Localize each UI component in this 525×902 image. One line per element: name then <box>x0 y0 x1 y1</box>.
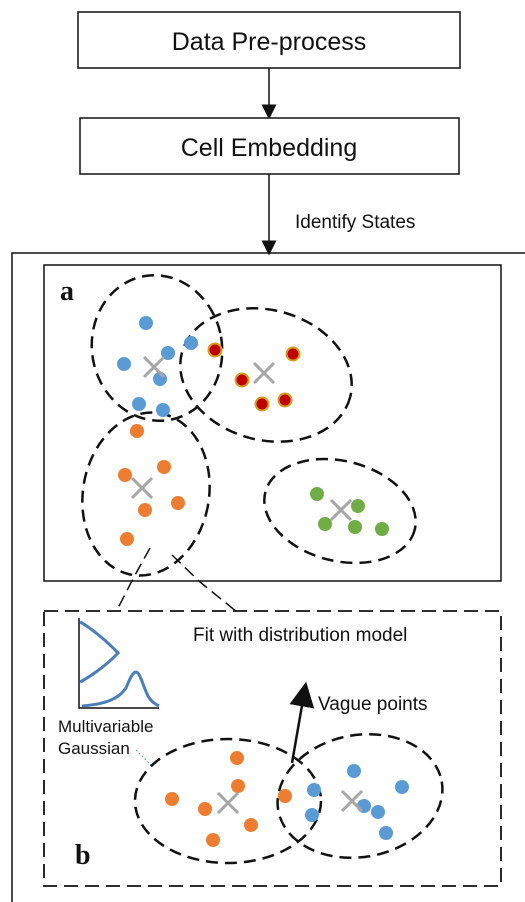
point-red <box>207 342 223 358</box>
centroid-orange <box>130 476 154 500</box>
centroid-blue <box>142 355 166 379</box>
gaussian-leader-line <box>135 749 153 767</box>
vague-points-arrow <box>289 681 315 764</box>
point-green <box>375 522 389 536</box>
cluster-orange-points <box>118 424 185 546</box>
point-red <box>277 392 293 408</box>
cluster-b-blue-ellipse <box>276 732 444 860</box>
cluster-b-orange-ellipse <box>133 737 323 865</box>
point-red <box>254 396 270 412</box>
centroid-b-orange <box>216 791 240 815</box>
cluster-green-ellipse <box>263 457 417 565</box>
panel-b-letter: b <box>75 840 91 871</box>
point-orange-vague <box>278 789 292 803</box>
gaussian-curve-icon <box>78 618 160 709</box>
point-green <box>348 520 362 534</box>
point-blue <box>347 764 361 778</box>
cluster-blue-ellipse <box>90 273 224 423</box>
point-green <box>310 487 324 501</box>
centroid-red <box>252 361 276 385</box>
cluster-b-orange-points <box>165 751 292 847</box>
point-green <box>351 499 365 513</box>
point-blue <box>156 403 170 417</box>
point-orange <box>244 818 258 832</box>
point-orange <box>230 751 244 765</box>
cluster-red-ellipse <box>179 307 353 443</box>
point-orange <box>165 792 179 806</box>
fit-distribution-label: Fit with distribution model <box>193 625 407 646</box>
point-blue <box>132 397 146 411</box>
point-blue <box>395 780 409 794</box>
panel-a-frame <box>43 264 502 582</box>
cluster-red-points <box>207 342 301 412</box>
step-cell-embedding-label: Cell Embedding <box>181 134 358 162</box>
point-blue-vague <box>307 783 321 797</box>
zoom-connector-right <box>171 554 238 613</box>
point-red <box>285 346 301 362</box>
point-orange <box>198 802 212 816</box>
identify-states-label: Identify States <box>295 212 415 233</box>
point-blue <box>161 346 175 360</box>
panel-b-frame <box>43 610 502 887</box>
point-orange <box>171 496 185 510</box>
gaussian-label-line2: Gaussian <box>58 739 130 758</box>
point-blue <box>371 805 385 819</box>
centroid-b-blue <box>340 789 364 813</box>
point-blue <box>139 316 153 330</box>
point-orange <box>157 460 171 474</box>
point-orange <box>130 424 144 438</box>
point-orange <box>206 833 220 847</box>
gaussian-label-line1: Multivariable <box>58 717 153 736</box>
point-green <box>318 517 332 531</box>
cluster-green-points <box>310 487 389 536</box>
point-orange <box>138 503 152 517</box>
vague-points-label: Vague points <box>318 694 428 715</box>
step-data-preprocess-label: Data Pre-process <box>172 28 367 56</box>
centroid-green <box>329 498 353 522</box>
zoom-connector-left <box>116 547 151 611</box>
point-red <box>234 372 250 388</box>
panel-a-letter: a <box>60 276 74 307</box>
point-orange <box>120 532 134 546</box>
point-blue <box>305 808 319 822</box>
point-blue <box>117 357 131 371</box>
point-blue <box>184 336 198 350</box>
outer-container <box>11 252 525 902</box>
step-data-preprocess: Data Pre-process <box>77 11 461 69</box>
point-orange <box>118 468 132 482</box>
point-blue <box>379 826 393 840</box>
point-orange <box>231 779 245 793</box>
step-cell-embedding: Cell Embedding <box>79 117 460 175</box>
cluster-b-blue-points <box>305 764 409 840</box>
